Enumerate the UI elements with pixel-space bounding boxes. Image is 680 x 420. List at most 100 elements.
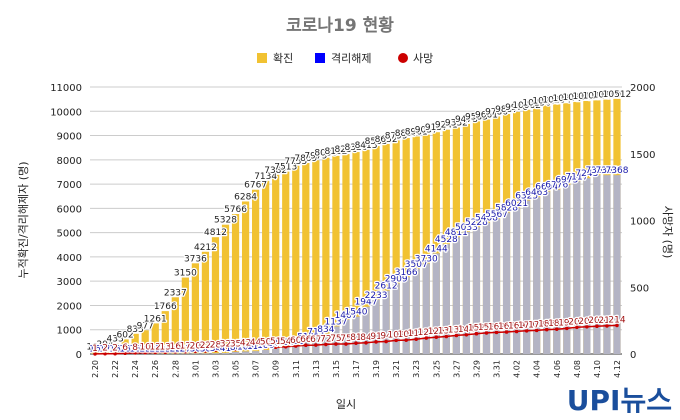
data-label-released: 247 — [267, 339, 284, 349]
data-label-released: 6776 — [545, 181, 568, 191]
point-deaths — [404, 338, 408, 342]
bar-confirmed — [121, 339, 129, 354]
data-label-deaths: 192 — [558, 318, 575, 328]
data-label-confirmed: 3736 — [184, 254, 207, 264]
data-label-confirmed: 10450 — [583, 91, 612, 101]
data-label-confirmed: 10237 — [532, 97, 561, 107]
data-label-deaths: 186 — [548, 319, 565, 329]
legend-swatch-released — [315, 53, 325, 63]
data-label-confirmed: 10156 — [522, 98, 551, 108]
data-label-released: 22 — [150, 344, 161, 354]
upi-news-logo: UPI뉴스 — [567, 384, 672, 417]
data-label-deaths: 60 — [290, 336, 302, 346]
point-deaths — [615, 323, 619, 328]
data-label-deaths: 111 — [408, 329, 425, 339]
bar-confirmed — [262, 180, 270, 354]
bar-released — [563, 184, 571, 354]
bar-released — [171, 353, 179, 354]
x-tick-label: 4.04 — [533, 360, 542, 378]
bar-confirmed — [252, 189, 260, 354]
x-tick-label: 4.12 — [613, 360, 622, 378]
point-deaths — [384, 339, 388, 344]
point-deaths — [605, 324, 609, 328]
bar-confirmed — [241, 201, 250, 354]
data-label-released: 6694 — [535, 183, 558, 193]
point-deaths — [524, 328, 529, 333]
point-deaths — [374, 340, 378, 344]
series-confirmed-labels: 1042044336028339771261176623373150373642… — [85, 89, 632, 354]
point-deaths — [283, 344, 288, 349]
point-deaths — [514, 329, 519, 334]
data-label-released: 4144 — [425, 244, 448, 254]
data-label-deaths: 2 — [112, 344, 118, 354]
data-label-confirmed: 8320 — [345, 143, 368, 153]
bar-confirmed — [302, 162, 310, 354]
data-label-deaths: 177 — [528, 320, 545, 330]
data-label-confirmed: 7513 — [274, 163, 297, 173]
y-tick-right-label: 1000 — [630, 217, 655, 228]
data-label-confirmed: 10512 — [603, 90, 632, 100]
bar-confirmed — [141, 330, 149, 354]
data-label-confirmed: 10062 — [512, 101, 541, 111]
y-tick-left-label: 10000 — [50, 107, 82, 118]
data-label-confirmed: 9786 — [485, 107, 508, 117]
bar-confirmed — [272, 174, 280, 354]
bar-released — [342, 319, 350, 354]
y-tick-left-label: 11000 — [50, 83, 82, 94]
series-deaths-line — [93, 323, 619, 356]
y-tick-right-label: 2000 — [630, 83, 655, 94]
y-tick-left-label: 1000 — [57, 326, 82, 337]
data-label-confirmed: 8413 — [355, 141, 378, 151]
y-tick-left-label: 2000 — [57, 301, 82, 312]
data-label-deaths: 32 — [220, 340, 231, 350]
data-label-confirmed: 5766 — [224, 205, 247, 215]
point-deaths — [575, 325, 579, 330]
data-label-deaths: 67 — [310, 335, 321, 345]
data-label-deaths: 102 — [388, 330, 405, 340]
bar-confirmed — [402, 138, 410, 354]
data-label-deaths: 17 — [180, 342, 191, 352]
x-tick-label: 3.07 — [252, 360, 261, 378]
data-label-confirmed: 10331 — [552, 94, 581, 104]
data-label-confirmed: 7979 — [304, 151, 327, 161]
legend-item-deaths[interactable]: 사망 — [398, 52, 433, 65]
data-label-released: 41 — [220, 344, 231, 354]
point-deaths — [273, 345, 278, 349]
point-deaths — [464, 332, 469, 337]
data-label-released: 2612 — [375, 282, 398, 292]
bar-released — [593, 175, 601, 354]
bar-confirmed — [231, 214, 240, 354]
bar-released — [191, 353, 200, 354]
data-label-released: 7368 — [606, 166, 629, 176]
data-label-released: 7368 — [585, 166, 608, 176]
point-deaths — [314, 343, 318, 347]
bar-confirmed — [191, 263, 200, 354]
bar-released — [221, 353, 230, 354]
data-label-released: 7368 — [595, 166, 618, 176]
data-label-confirmed: 104 — [86, 342, 103, 352]
point-deaths — [103, 351, 107, 356]
data-label-deaths: 75 — [340, 334, 351, 344]
point-deaths — [163, 350, 168, 355]
point-deaths — [213, 348, 218, 353]
data-label-confirmed: 4812 — [204, 228, 227, 238]
data-label-released: 5828 — [495, 204, 518, 214]
point-deaths — [133, 351, 137, 355]
data-label-released: 6325 — [515, 191, 538, 201]
data-label-confirmed: 8565 — [365, 137, 388, 147]
point-deaths — [153, 350, 158, 355]
x-tick-label: 2.28 — [171, 360, 180, 378]
legend-item-released[interactable]: 격리해제 — [315, 51, 371, 65]
data-label-released: 6463 — [525, 188, 548, 198]
data-label-confirmed: 9583 — [465, 112, 488, 122]
data-label-confirmed: 9241 — [435, 121, 458, 131]
bar-released — [332, 326, 340, 354]
bar-confirmed — [352, 152, 360, 354]
data-label-deaths: 13 — [160, 342, 171, 352]
legend-item-confirmed[interactable]: 확진 — [257, 52, 293, 65]
data-label-deaths: 208 — [588, 316, 605, 326]
data-label-deaths: 162 — [488, 322, 505, 332]
bar-confirmed — [412, 136, 420, 354]
data-label-released: 18 — [109, 345, 121, 355]
bar-released — [573, 181, 581, 354]
